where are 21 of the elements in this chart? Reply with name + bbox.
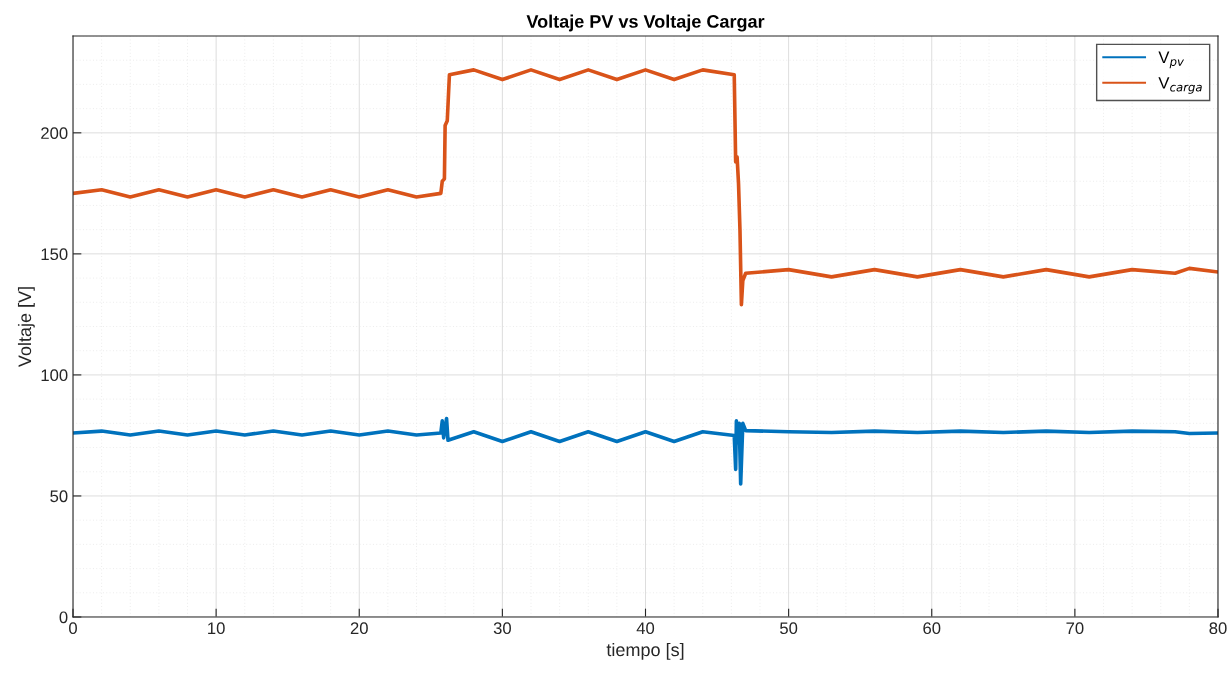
legend-label: V$_{pv}$ <box>1158 51 1185 69</box>
y-tick-label: 0 <box>59 611 68 624</box>
x-tick-label: 40 <box>636 622 655 635</box>
x-tick-label: 10 <box>208 622 225 635</box>
chart-title: Voltaje PV vs Voltaje Cargar <box>526 14 765 32</box>
line-series <box>73 416 1218 486</box>
x-tick-label: 20 <box>350 622 368 635</box>
x-tick-label: 0 <box>69 622 77 635</box>
x-tick-label: 70 <box>1066 622 1084 635</box>
line-series <box>73 68 1218 307</box>
x-tick-label: 30 <box>493 622 511 635</box>
y-tick-label: 100 <box>41 369 68 382</box>
y-axis-title: Voltaje [V] <box>17 287 35 368</box>
x-tick-label: 50 <box>780 622 798 635</box>
x-axis-title: tiempo [s] <box>606 642 684 660</box>
x-tick-label: 60 <box>923 622 941 635</box>
y-tick-label: 200 <box>41 127 68 140</box>
legend-label: V$_{carga}$ <box>1158 77 1202 94</box>
y-tick-label: 150 <box>41 248 68 261</box>
x-tick-label: 80 <box>1209 622 1227 635</box>
y-tick-label: 50 <box>50 490 68 503</box>
